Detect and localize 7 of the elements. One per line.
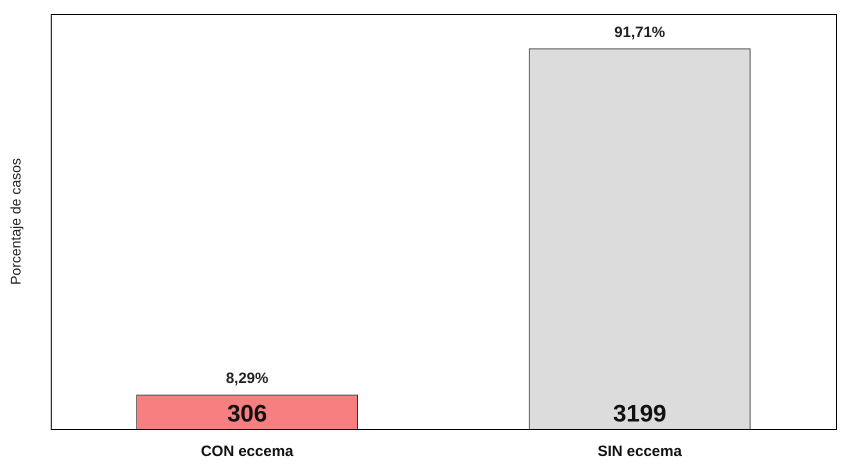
y-axis-title: Porcentaje de casos: [7, 158, 24, 285]
annotation: 3199: [613, 400, 666, 428]
data-label: 91,71%: [614, 24, 666, 42]
annotation: 306: [227, 400, 268, 428]
data-label: 8,29%: [226, 370, 268, 388]
x-tick-label: SIN eccema: [598, 443, 682, 460]
x-tick-label: CON eccema: [200, 443, 294, 460]
